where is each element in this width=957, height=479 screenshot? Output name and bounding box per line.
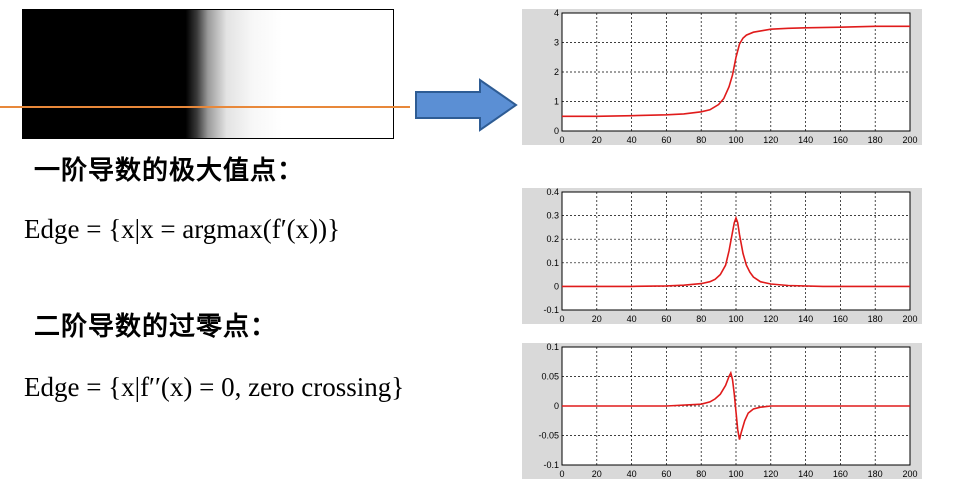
x-tick-label: 20 [592, 135, 602, 145]
x-tick-label: 0 [559, 135, 564, 145]
series-line [562, 370, 910, 440]
x-tick-label: 0 [559, 469, 564, 479]
x-tick-label: 100 [728, 469, 743, 479]
y-tick-label: 0.4 [546, 188, 559, 197]
second-derivative-heading: 二阶导数的过零点： [34, 312, 278, 342]
y-tick-label: 0 [554, 401, 559, 411]
y-tick-label: 0.1 [546, 343, 559, 352]
x-tick-label: 140 [798, 135, 813, 145]
second-derivative-formula: Edge = {x|f′′(x) = 0, zero crossing} [24, 372, 404, 403]
x-tick-label: 180 [868, 469, 883, 479]
formula-text: Edge = {x|f′′(x) = 0, zero crossing} [24, 372, 405, 402]
series-line [562, 25, 910, 118]
x-tick-label: 120 [763, 314, 778, 324]
first-derivative-heading: 一阶导数的极大值点： [34, 156, 305, 186]
first-derivative-chart: 0 20 40 60 80 100 120 140 160 180 200 -0.1 0 0.1 0.2 0.… [522, 188, 922, 324]
x-tick-label: 100 [728, 135, 743, 145]
y-tick-label: 0 [554, 281, 559, 291]
right-arrow-icon [415, 78, 518, 132]
x-tick-label: 120 [763, 135, 778, 145]
y-tick-label: 0.3 [546, 211, 559, 221]
x-tick-label: 0 [559, 314, 564, 324]
x-tick-label: 180 [868, 135, 883, 145]
x-tick-label: 60 [661, 135, 671, 145]
series-line [562, 215, 910, 288]
x-tick-label: 200 [902, 135, 917, 145]
y-tick-label: 0.1 [546, 258, 559, 268]
x-tick-label: 140 [798, 469, 813, 479]
x-tick-label: 200 [902, 314, 917, 324]
x-tick-label: 40 [627, 314, 637, 324]
intensity-profile-chart: 0 20 40 60 80 100 120 140 160 180 200 0 1 2 3 4 [522, 9, 922, 145]
x-tick-label: 20 [592, 469, 602, 479]
first-derivative-formula: Edge = {x|x = argmax(f′(x))} [24, 214, 340, 245]
x-tick-label: 80 [696, 135, 706, 145]
x-tick-label: 20 [592, 314, 602, 324]
plot-area [561, 191, 911, 311]
edge-gradient-image [22, 9, 394, 139]
x-tick-label: 80 [696, 314, 706, 324]
x-tick-label: 120 [763, 469, 778, 479]
scan-line [0, 106, 410, 108]
second-derivative-chart: 0 20 40 60 80 100 120 140 160 180 200 -0.1 -0.05 0 0.0… [522, 343, 922, 479]
x-tick-label: 140 [798, 314, 813, 324]
x-tick-label: 80 [696, 469, 706, 479]
x-tick-label: 160 [833, 135, 848, 145]
y-tick-label: 0 [554, 126, 559, 136]
x-tick-label: 40 [627, 135, 637, 145]
x-tick-label: 160 [833, 469, 848, 479]
y-tick-label: 0.2 [546, 234, 559, 244]
y-tick-label: -0.1 [543, 460, 559, 470]
formula-text: Edge = {x|x = argmax(f′(x))} [24, 214, 341, 244]
x-tick-label: 200 [902, 469, 917, 479]
y-tick-label: -0.05 [538, 431, 559, 441]
y-tick-label: 3 [554, 38, 559, 48]
y-tick-label: -0.1 [543, 305, 559, 315]
y-tick-label: 2 [554, 67, 559, 77]
y-tick-label: 4 [554, 9, 559, 18]
x-tick-label: 160 [833, 314, 848, 324]
x-tick-label: 40 [627, 469, 637, 479]
x-tick-label: 60 [661, 314, 671, 324]
y-tick-label: 1 [554, 97, 559, 107]
x-tick-label: 60 [661, 469, 671, 479]
y-tick-label: 0.05 [541, 372, 559, 382]
x-tick-label: 180 [868, 314, 883, 324]
x-tick-label: 100 [728, 314, 743, 324]
